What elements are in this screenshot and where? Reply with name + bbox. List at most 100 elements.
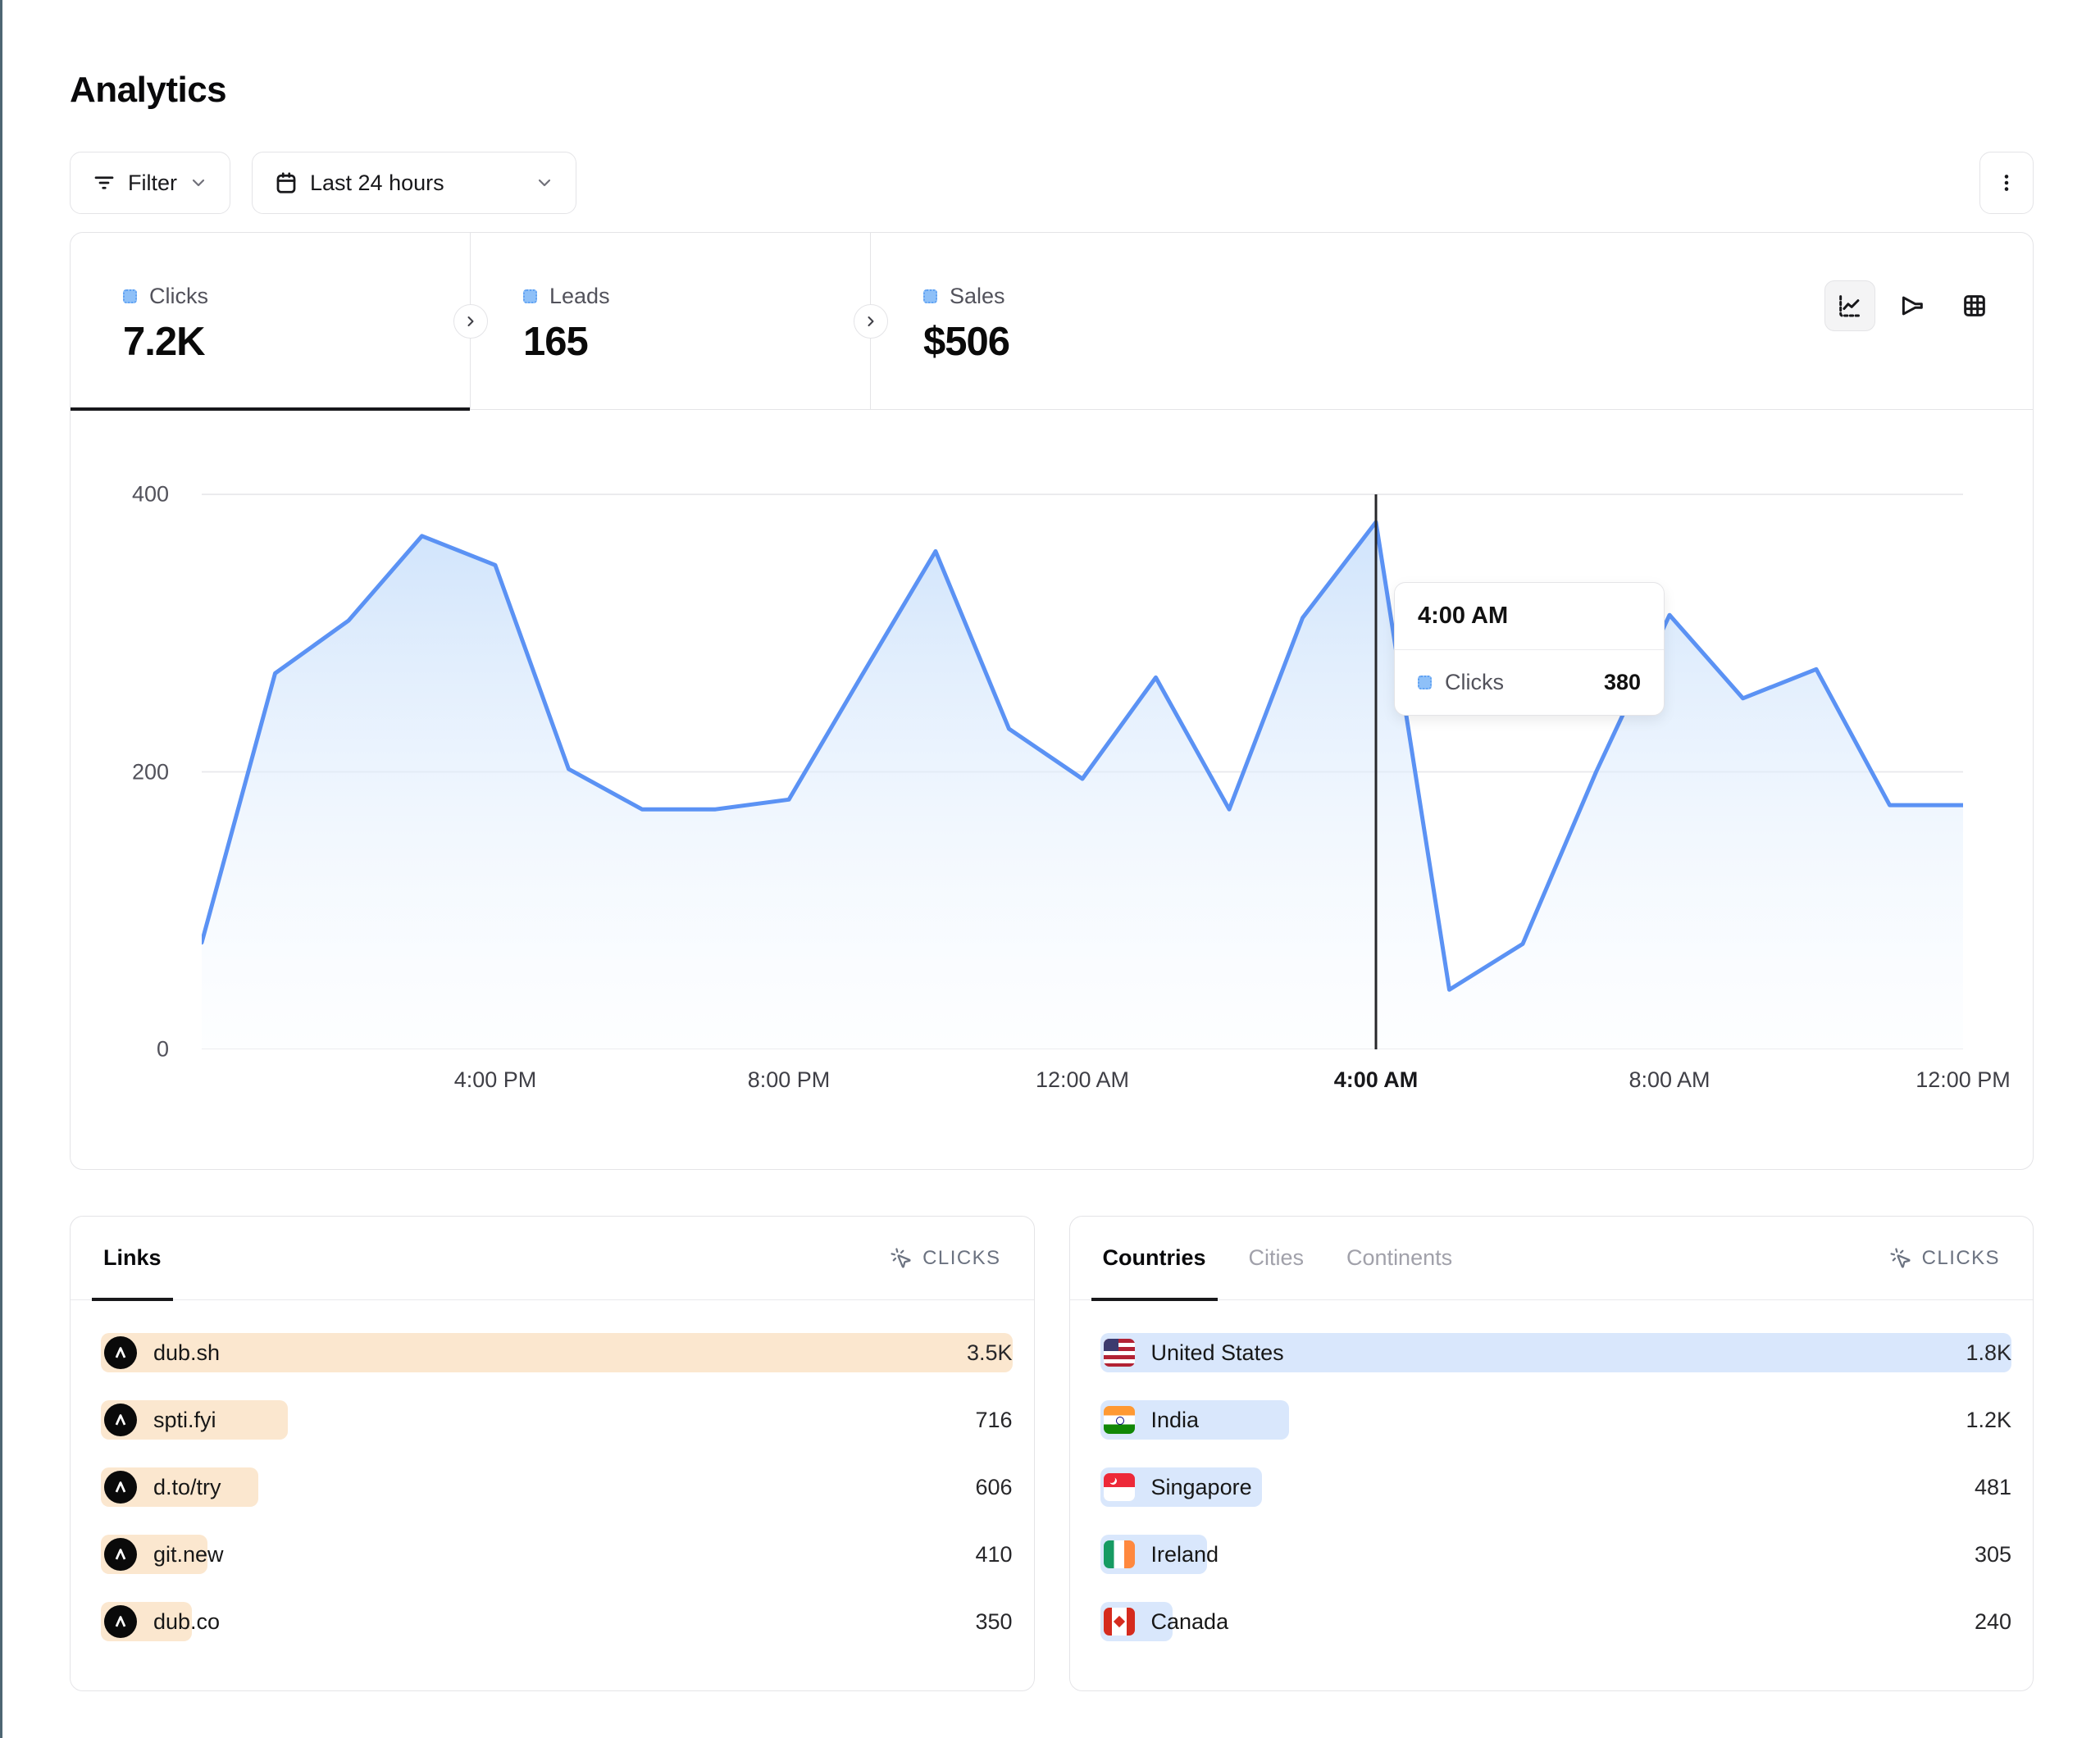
row-bar <box>1100 1333 2011 1372</box>
ireland-flag-icon <box>1103 1540 1135 1568</box>
us-flag-icon <box>1103 1339 1135 1367</box>
chart-plot-area[interactable]: 4:00 AM Clicks 380 <box>202 467 1963 1049</box>
metric-label: Leads <box>549 284 610 308</box>
leads-series-swatch <box>523 289 537 303</box>
x-axis: 4:00 PM 8:00 PM 12:00 AM 4:00 AM 8:00 AM 12:0… <box>202 1067 2011 1103</box>
tab-cities[interactable]: Cities <box>1248 1245 1305 1270</box>
clicks-timeseries-chart: 400 200 0 4:00 AM <box>71 410 2033 1062</box>
country-label: Canada <box>1150 1608 1229 1634</box>
tab-links[interactable]: Links <box>92 1217 172 1301</box>
tab-clicks[interactable]: Clicks 7.2K <box>71 233 470 411</box>
bottom-panels: Links CLICKS dub.sh 3.5K <box>70 1216 2034 1691</box>
link-clicks-value: 716 <box>975 1407 1013 1432</box>
more-options-button[interactable] <box>1979 152 2034 214</box>
india-flag-icon <box>1103 1406 1135 1434</box>
canada-flag-icon <box>1103 1608 1135 1636</box>
filter-button[interactable]: Filter <box>70 152 230 214</box>
mouse-pointer-click-icon <box>1890 1247 1911 1268</box>
geo-panel: Countries Cities Continents CLICKS Unit <box>1068 1216 2034 1691</box>
geo-metric-label: CLICKS <box>1921 1246 2000 1269</box>
singapore-flag-icon <box>1103 1473 1135 1501</box>
link-clicks-value: 350 <box>975 1608 1013 1634</box>
clicks-line <box>202 520 1963 992</box>
funnel-chart-view-button[interactable] <box>1887 280 1938 331</box>
chart-type-switcher <box>1824 280 2000 331</box>
metric-label: Clicks <box>149 284 208 308</box>
expand-sales-button[interactable] <box>854 303 888 339</box>
table-view-button[interactable] <box>1949 280 2000 331</box>
country-clicks-value: 1.8K <box>1966 1340 2011 1365</box>
country-row[interactable]: Canada 240 <box>1100 1602 2011 1641</box>
clicks-series-swatch <box>123 289 137 303</box>
metric-value: $506 <box>923 320 1010 364</box>
country-label: Ireland <box>1150 1541 1219 1567</box>
y-axis: 400 200 0 <box>71 467 202 1062</box>
grid-table-icon <box>1964 295 1985 316</box>
dub-logo-icon <box>104 1404 137 1436</box>
kebab-menu-icon <box>2004 175 2009 191</box>
left-edge-accent <box>0 0 2 1738</box>
links-rows: dub.sh 3.5K spti.fyi 716 d.to/try 606 <box>71 1300 1034 1641</box>
calendar-icon <box>276 172 296 193</box>
page-title: Analytics <box>70 70 227 110</box>
tab-continents[interactable]: Continents <box>1346 1245 1453 1270</box>
x-axis-tick: 12:00 PM <box>1916 1067 2011 1092</box>
link-label: spti.fyi <box>153 1407 216 1432</box>
row-bar <box>101 1333 1013 1372</box>
area-chart-svg <box>202 494 1963 1049</box>
geo-rows: United States 1.8K India 1.2K Singapore … <box>1070 1300 2034 1641</box>
tab-leads[interactable]: Leads 165 <box>471 233 870 409</box>
dub-logo-icon <box>104 1538 137 1571</box>
chevron-right-icon <box>467 316 474 326</box>
line-chart-view-button[interactable] <box>1824 280 1875 331</box>
country-clicks-value: 305 <box>1974 1541 2011 1567</box>
link-row[interactable]: spti.fyi 716 <box>101 1400 1013 1440</box>
chevron-down-icon <box>192 179 205 187</box>
country-row[interactable]: United States 1.8K <box>1100 1333 2011 1372</box>
link-clicks-value: 606 <box>975 1474 1013 1499</box>
chart-tooltip: 4:00 AM Clicks 380 <box>1394 582 1665 716</box>
link-row[interactable]: dub.co 350 <box>101 1602 1013 1641</box>
x-axis-tick: 8:00 AM <box>1629 1067 1711 1092</box>
links-metric-selector[interactable]: CLICKS <box>890 1247 1000 1270</box>
tooltip-time: 4:00 AM <box>1395 583 1664 650</box>
country-clicks-value: 481 <box>1974 1474 2011 1499</box>
chevron-down-icon <box>538 179 551 187</box>
y-axis-tick: 200 <box>131 759 169 784</box>
date-range-button[interactable]: Last 24 hours <box>252 152 576 214</box>
dub-logo-icon <box>104 1471 137 1504</box>
country-row[interactable]: India 1.2K <box>1100 1400 2011 1440</box>
metric-label: Sales <box>950 284 1005 308</box>
area-fill <box>202 521 1963 1049</box>
geo-metric-selector[interactable]: CLICKS <box>1889 1247 2000 1270</box>
link-row[interactable]: dub.sh 3.5K <box>101 1333 1013 1372</box>
tooltip-series-label: Clicks <box>1445 670 1504 694</box>
tab-sales[interactable]: Sales $506 <box>871 233 2033 409</box>
tab-divider <box>453 233 488 409</box>
country-row[interactable]: Ireland 305 <box>1100 1535 2011 1574</box>
country-label: United States <box>1150 1340 1284 1365</box>
dub-logo-icon <box>104 1336 137 1369</box>
x-axis-tick: 4:00 PM <box>453 1067 537 1092</box>
chevron-right-icon <box>868 316 874 326</box>
analytics-chart-card: Clicks 7.2K Leads 165 <box>70 232 2034 1170</box>
y-axis-tick: 0 <box>156 1036 169 1062</box>
expand-leads-button[interactable] <box>453 303 488 339</box>
x-axis-tick: 4:00 AM <box>1333 1067 1419 1092</box>
link-row[interactable]: d.to/try 606 <box>101 1467 1013 1507</box>
tab-countries[interactable]: Countries <box>1091 1217 1218 1301</box>
link-clicks-value: 3.5K <box>966 1340 1013 1365</box>
x-axis-tick: 12:00 AM <box>1035 1067 1130 1092</box>
link-label: d.to/try <box>153 1474 221 1499</box>
y-axis-tick: 400 <box>131 481 169 507</box>
country-row[interactable]: Singapore 481 <box>1100 1467 2011 1507</box>
link-row[interactable]: git.new 410 <box>101 1535 1013 1574</box>
links-metric-label: CLICKS <box>922 1246 1001 1269</box>
country-clicks-value: 240 <box>1974 1608 2011 1634</box>
metrics-row: Clicks 7.2K Leads 165 <box>71 233 2033 411</box>
line-chart-icon <box>1839 295 1861 317</box>
analytics-page: Analytics Filter Last 24 hours <box>0 0 2100 1691</box>
country-label: India <box>1150 1407 1200 1432</box>
link-label: dub.sh <box>153 1340 221 1365</box>
metric-value: 7.2K <box>123 320 206 364</box>
